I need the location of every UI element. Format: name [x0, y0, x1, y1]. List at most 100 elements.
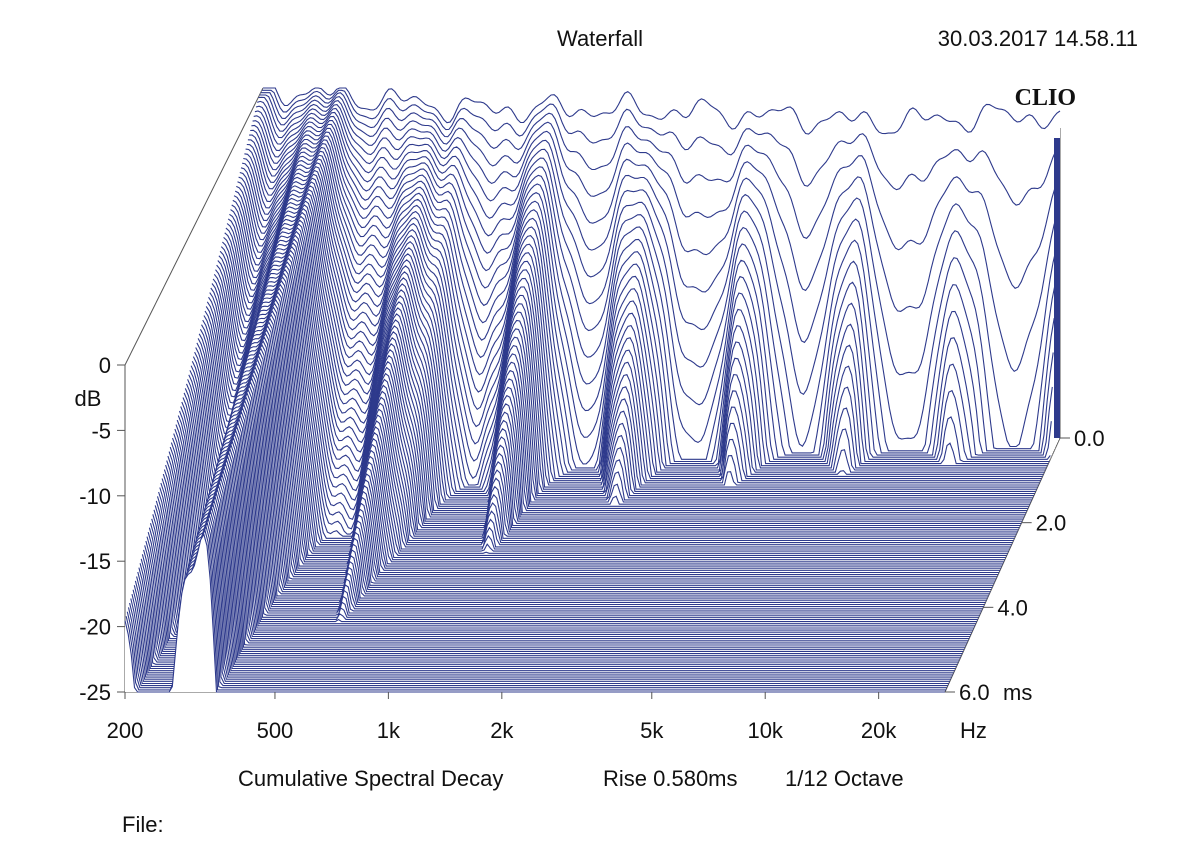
decay-slice — [226, 204, 1030, 505]
decay-slice — [171, 381, 985, 606]
y-tick-label: -25 — [79, 680, 111, 705]
decay-slice — [218, 230, 1024, 520]
decay-slice — [222, 219, 1027, 514]
decay-slice — [253, 115, 1053, 456]
decay-slice — [227, 200, 1031, 503]
decay-slice — [249, 131, 1049, 465]
decay-slice — [203, 279, 1011, 548]
decay-slice — [154, 436, 971, 638]
back-edge-bar — [1054, 138, 1060, 438]
x-tick-label: 20k — [861, 718, 897, 743]
decay-slice — [225, 207, 1030, 507]
frame-edge-0 — [124, 87, 264, 366]
decay-slice — [219, 226, 1025, 518]
caption-method: Cumulative Spectral Decay — [238, 766, 503, 791]
decay-slice — [173, 377, 986, 603]
y-tick-label: -15 — [79, 549, 111, 574]
decay-slice — [152, 444, 969, 642]
decay-slice — [143, 473, 961, 659]
decay-slice — [178, 358, 991, 593]
decay-slice — [124, 532, 945, 693]
x-axis-unit: Hz — [960, 718, 987, 743]
decay-slice — [137, 492, 956, 670]
time-tick-label: 4.0 — [997, 595, 1028, 620]
decay-slice — [247, 135, 1048, 467]
y-axis-unit: dB — [75, 386, 102, 411]
decay-slice — [257, 100, 1056, 450]
decay-slice — [208, 264, 1015, 539]
x-tick-label: 1k — [377, 718, 401, 743]
chart-title: Waterfall — [557, 26, 643, 51]
decay-slice — [212, 249, 1019, 531]
decay-slice — [155, 433, 972, 635]
x-tick-label: 200 — [107, 718, 144, 743]
decay-slice — [244, 146, 1045, 473]
decay-slice — [220, 223, 1026, 516]
decay-slice — [125, 529, 946, 691]
decay-slice — [151, 448, 968, 644]
decay-slice — [195, 306, 1004, 563]
time-tick-label: 2.0 — [1036, 511, 1067, 536]
decay-slice — [175, 370, 988, 599]
x-tick-label: 10k — [747, 718, 783, 743]
decay-slice — [180, 355, 992, 591]
decay-slice — [197, 298, 1006, 559]
decay-slice — [170, 385, 984, 608]
decay-slice — [140, 481, 959, 663]
decay-slice — [168, 392, 982, 612]
decay-slice — [144, 470, 962, 657]
decay-slice — [255, 105, 1055, 452]
decay-slice — [204, 276, 1012, 546]
decay-slice — [251, 123, 1051, 460]
decay-slice — [201, 287, 1009, 552]
decay-slice — [261, 89, 1060, 206]
decay-slice — [232, 185, 1035, 495]
decay-slice — [133, 503, 953, 676]
decay-slice — [188, 328, 999, 576]
decay-slice — [126, 525, 947, 689]
decay-slice — [263, 87, 1061, 135]
decay-slice — [153, 440, 970, 640]
decay-slice-fill — [221, 224, 1026, 515]
decay-slice — [187, 332, 998, 578]
decay-slice — [224, 211, 1029, 509]
decay-slice — [192, 313, 1002, 567]
decay-slice — [132, 507, 952, 678]
decay-slice — [205, 272, 1013, 544]
decay-slice — [191, 317, 1002, 569]
decay-slice — [138, 488, 957, 667]
decay-slice — [229, 196, 1032, 501]
decay-slice — [134, 499, 954, 674]
decay-slice — [174, 373, 987, 601]
decay-slice — [246, 139, 1047, 469]
decay-slice — [206, 268, 1014, 542]
decay-slice — [215, 242, 1021, 527]
decay-slice — [189, 325, 1000, 574]
decay-slice — [177, 362, 990, 595]
decay-slice — [145, 466, 963, 655]
time-tick-label: 6.0 — [959, 680, 990, 705]
decay-slice — [190, 321, 1001, 571]
decay-slice — [159, 422, 974, 629]
decay-slice — [158, 425, 973, 631]
decay-slice — [223, 215, 1028, 512]
decay-slice — [250, 127, 1050, 463]
decay-slice — [199, 291, 1008, 554]
y-axis: 0 -5 -10 -15 -20 -25 — [79, 353, 125, 705]
decay-slice — [210, 257, 1017, 535]
decay-slice — [196, 302, 1005, 561]
x-tick-label: 5k — [640, 718, 664, 743]
decay-slices — [124, 87, 1061, 693]
decay-slice — [167, 396, 981, 614]
decay-slice — [241, 154, 1043, 477]
decay-slice — [127, 521, 948, 687]
decay-slice — [233, 181, 1036, 492]
decay-slice — [139, 485, 958, 665]
decay-slice — [149, 451, 967, 646]
decay-slice — [130, 514, 950, 682]
decay-slice — [184, 340, 996, 582]
decay-slice — [166, 399, 980, 616]
decay-slice — [243, 150, 1044, 475]
y-tick-label: -5 — [91, 418, 111, 443]
decay-slice — [163, 407, 978, 620]
